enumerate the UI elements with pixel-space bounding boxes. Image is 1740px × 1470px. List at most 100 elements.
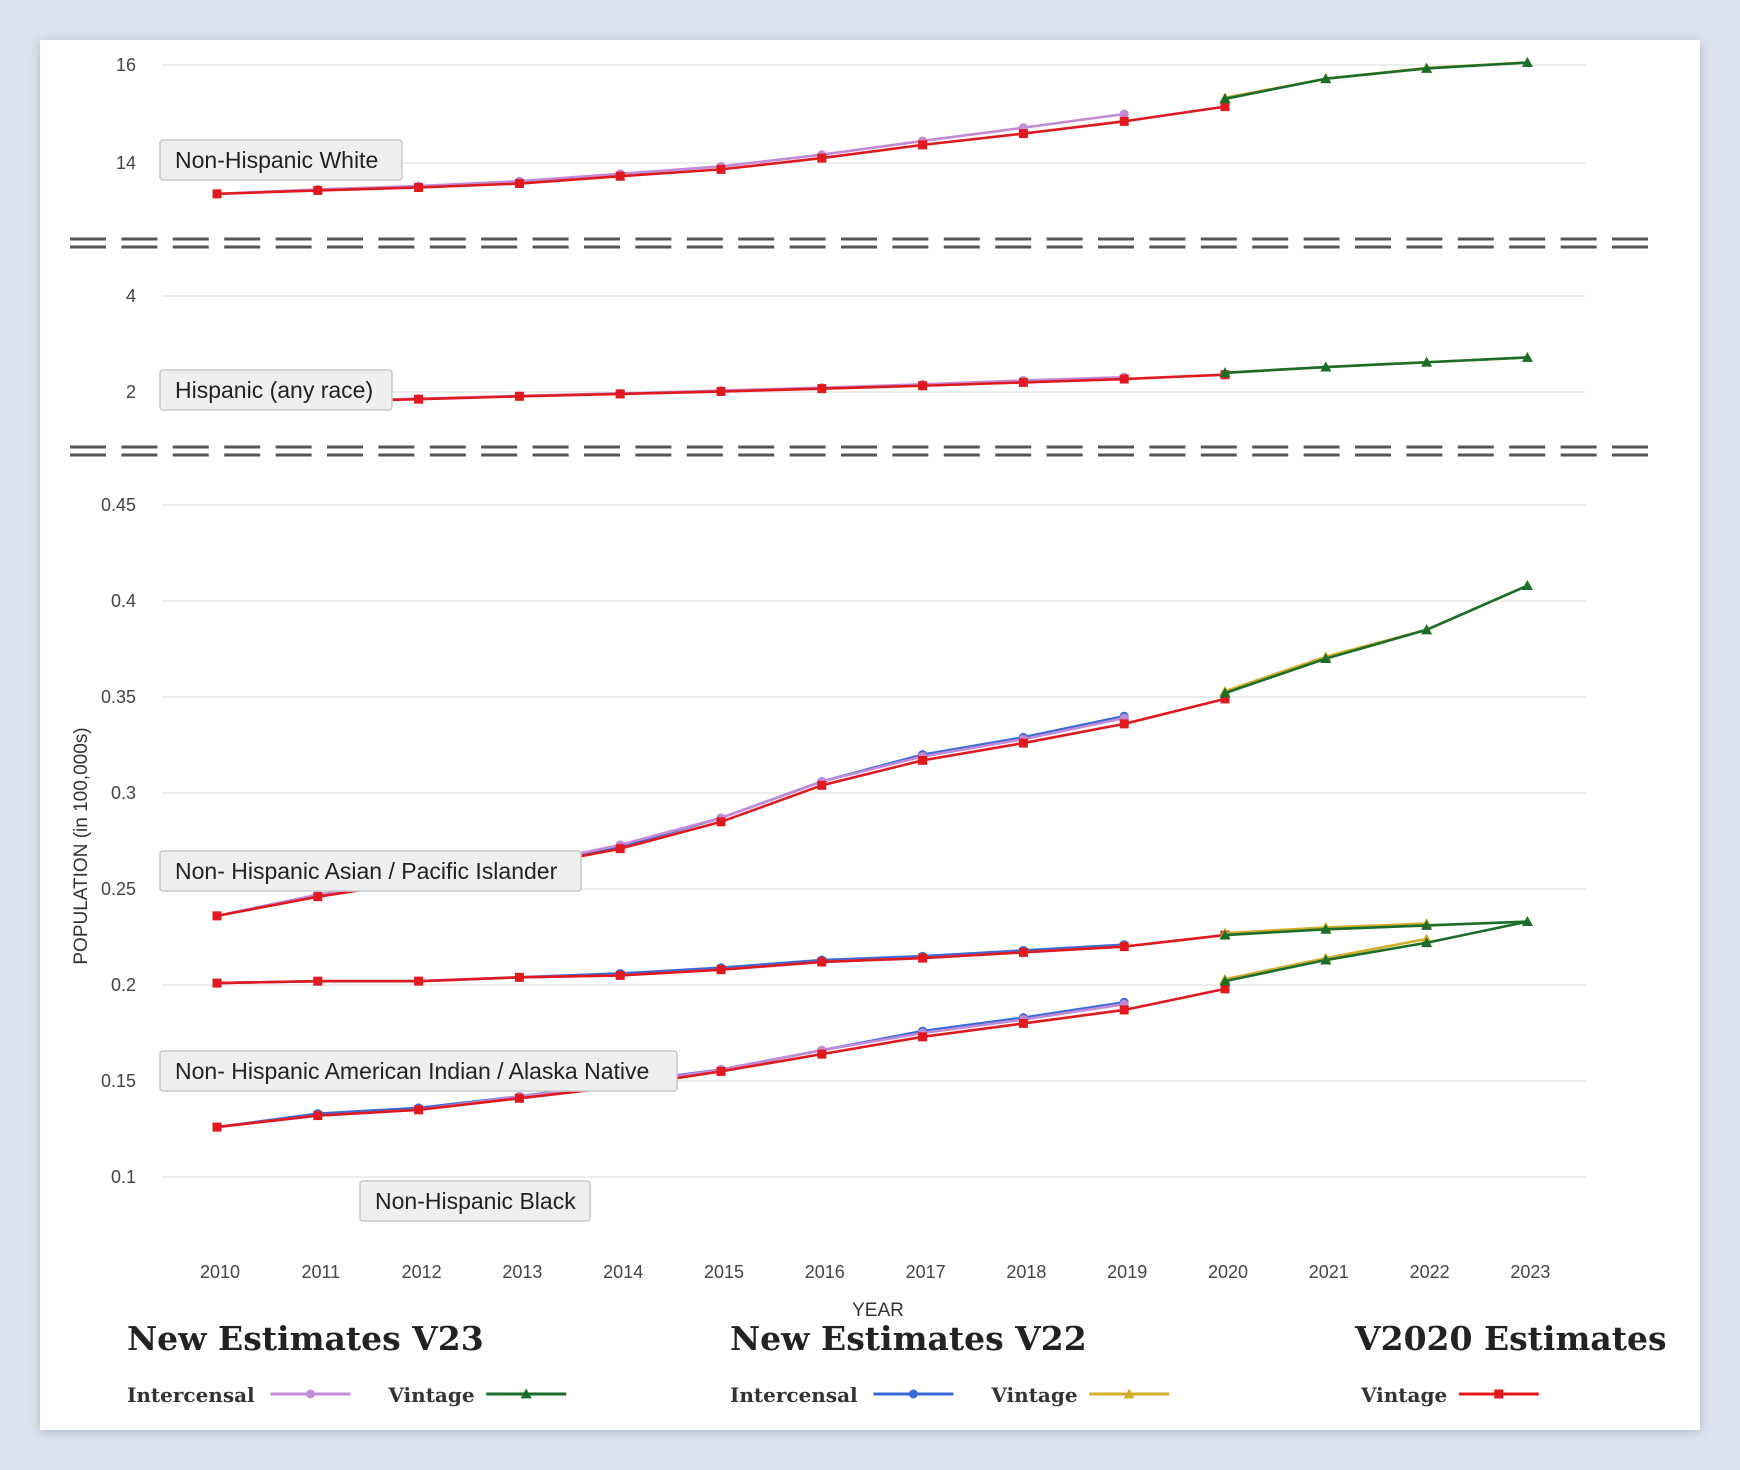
x-tick-label: 2023	[1510, 1262, 1550, 1282]
legend-group-title: New Estimates V22	[730, 1319, 1087, 1358]
data-point	[1018, 1018, 1028, 1028]
legend-group: New Estimates V22 Intercensal Vintage	[730, 1319, 1170, 1407]
y-tick-label: 0.25	[101, 879, 136, 899]
x-tick-label: 2022	[1410, 1262, 1450, 1282]
data-point	[1320, 653, 1332, 663]
data-point	[1119, 719, 1129, 729]
data-point	[1521, 57, 1533, 67]
series-v20_vint	[212, 102, 1230, 199]
data-point	[514, 1093, 524, 1103]
legend-group: V2020 Estimates Vintage	[1354, 1319, 1667, 1407]
series-label-box	[359, 1180, 591, 1222]
legend-swatch-marker	[1494, 1389, 1504, 1399]
data-point	[313, 976, 323, 986]
series-line	[1224, 356, 1528, 375]
x-tick-labels: 2010 2011 2012 2013 2014 2015 2016 2017 2018 2019…	[200, 1262, 1550, 1282]
legend-group-title: V2020 Estimates	[1354, 1319, 1667, 1358]
data-point	[1320, 923, 1332, 934]
data-point	[414, 1105, 424, 1115]
data-point	[313, 185, 323, 195]
series-v23_vint	[1219, 57, 1533, 104]
data-point	[918, 381, 928, 391]
data-point	[1320, 361, 1332, 372]
series-label-box	[159, 850, 582, 892]
axis-breaks	[70, 237, 1648, 457]
data-point	[615, 970, 625, 980]
series-v23_vint	[1219, 351, 1533, 378]
legend-group-title: New Estimates V23	[127, 1319, 484, 1358]
data-point	[1421, 937, 1433, 948]
data-point	[1521, 916, 1533, 927]
data-point	[1421, 919, 1433, 930]
series-label-text: Hispanic (any race)	[175, 377, 373, 403]
x-tick-label: 2012	[402, 1262, 442, 1282]
legend-group: New Estimates V23 Intercensal Vintage	[127, 1319, 567, 1407]
y-tick-label: 14	[116, 153, 136, 173]
data-point	[918, 953, 928, 963]
x-tick-label: 2016	[805, 1262, 845, 1282]
series-line	[1224, 61, 1528, 101]
x-tick-label: 2019	[1107, 1262, 1147, 1282]
data-point	[615, 844, 625, 854]
data-point	[1219, 367, 1231, 378]
data-point	[1018, 947, 1028, 957]
data-point	[1220, 984, 1230, 994]
legend-swatch-marker	[1123, 1388, 1135, 1399]
data-point	[817, 957, 827, 967]
data-point	[1018, 129, 1028, 139]
series-v23_vint-aian	[1219, 916, 1533, 940]
series-line	[1224, 61, 1528, 100]
series-label-text: Non- Hispanic Asian / Pacific Islander	[175, 858, 558, 884]
data-point	[212, 911, 222, 921]
x-tick-label: 2014	[603, 1262, 643, 1282]
legend-item-label: Vintage	[1360, 1383, 1447, 1407]
data-point	[1119, 374, 1129, 384]
legend-swatch-marker	[520, 1388, 532, 1399]
y-tick-label: 2	[126, 382, 136, 402]
data-point	[716, 1066, 726, 1076]
data-point	[918, 140, 928, 150]
series-v20_vint-aian	[212, 930, 1230, 988]
data-point	[716, 817, 726, 827]
legend-swatch-marker	[908, 1389, 918, 1399]
x-tick-label: 2013	[502, 1262, 542, 1282]
series-line	[216, 933, 1226, 985]
x-tick-label: 2020	[1208, 1262, 1248, 1282]
data-point	[1219, 93, 1231, 104]
data-point	[514, 179, 524, 189]
data-point	[212, 189, 222, 199]
chart-card: 14 16 2 4 0.1 0.15 0.2 0.25 0.3 0.35 0.4 0.45 2010 2…	[40, 40, 1700, 1430]
series-label: Hispanic (any race)	[159, 369, 393, 411]
series-label: Non- Hispanic American Indian / Alaska N…	[159, 1050, 678, 1092]
series-line	[1224, 920, 1528, 937]
y-tick-label: 0.1	[111, 1167, 136, 1187]
data-point	[1119, 1005, 1129, 1015]
data-point	[817, 780, 827, 790]
legend-item-label: Vintage	[990, 1383, 1077, 1407]
y-tick-label: 0.15	[101, 1071, 136, 1091]
data-point	[817, 1049, 827, 1059]
x-tick-label: 2018	[1006, 1262, 1046, 1282]
data-point	[1219, 687, 1231, 698]
y-tick-label: 0.3	[111, 783, 136, 803]
data-point	[1521, 351, 1533, 362]
data-point	[1119, 942, 1129, 952]
x-axis-title: YEAR	[852, 1300, 904, 1321]
data-point	[1119, 116, 1129, 126]
data-point	[1018, 377, 1028, 387]
x-tick-label: 2010	[200, 1262, 240, 1282]
legend-swatch-marker	[305, 1389, 315, 1399]
data-point	[716, 164, 726, 174]
series-line	[1224, 920, 1528, 983]
series-line	[216, 943, 1125, 985]
data-point	[1219, 975, 1231, 986]
data-point	[514, 972, 524, 982]
data-point	[1119, 109, 1129, 119]
y-tick-label: 0.4	[111, 591, 136, 611]
series-lines	[212, 57, 1533, 1132]
x-tick-label: 2011	[301, 1262, 340, 1282]
y-tick-label: 0.2	[111, 975, 136, 995]
legend-item-label: Intercensal	[730, 1383, 858, 1407]
